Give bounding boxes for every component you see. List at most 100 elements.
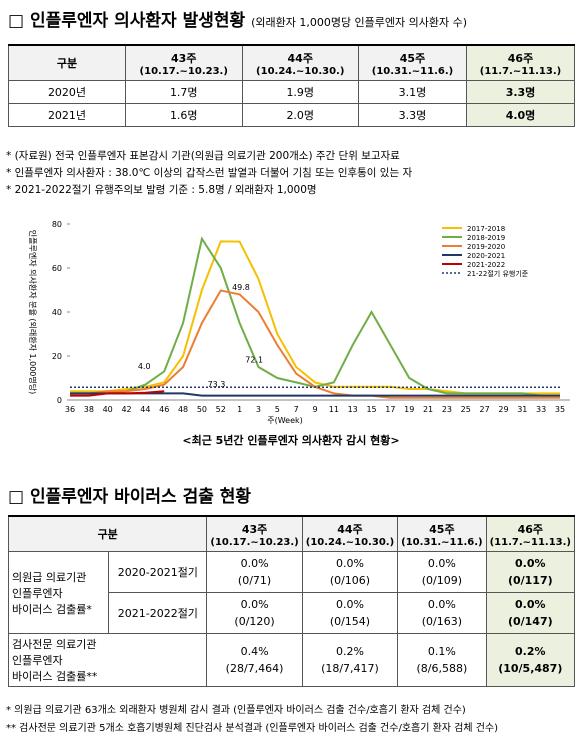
x-tick-label: 23 <box>442 405 452 414</box>
x-tick-label: 52 <box>216 405 226 414</box>
x-tick-label: 42 <box>121 405 131 414</box>
label-line: 검사전문 의료기관 <box>12 638 97 651</box>
rate: 0.0% <box>515 557 546 570</box>
count: (0/120) <box>234 615 275 628</box>
count: (18/7,417) <box>321 662 379 675</box>
count: (0/106) <box>329 574 371 587</box>
y-tick-label: 40 <box>52 308 62 317</box>
cell: 4.0명 <box>465 103 576 127</box>
header-cell: 구분 <box>7 515 208 552</box>
legend-label: 2021-2022 <box>467 261 505 269</box>
count: (0/147) <box>507 615 553 628</box>
season: 2021-2022절기 <box>108 592 208 634</box>
period: (10.31.~11.6.) <box>371 65 454 77</box>
count: (0/71) <box>237 574 272 587</box>
label-line: 인플루엔자 <box>12 654 63 667</box>
notes: * (자료원) 전국 인플루엔자 표본감시 기관(의원급 의료기관 200개소)… <box>6 148 412 199</box>
cell: 1.7명 <box>125 80 243 104</box>
header-cell: 46주 (11.7.~11.13.) <box>465 44 576 81</box>
table-header: 구분 43주 (10.17.~10.23.) 44주 (10.24.~10.30.) 45… <box>8 44 576 81</box>
x-tick-label: 44 <box>140 405 150 414</box>
rate: 0.4% <box>240 645 269 658</box>
header-cell: 44주 (10.24.~10.30.) <box>241 44 359 81</box>
rate: 0.2% <box>515 645 546 658</box>
rate: 0.0% <box>335 598 364 611</box>
note: * (자료원) 전국 인플루엔자 표본감시 기관(의원급 의료기관 200개소)… <box>6 150 400 162</box>
cell: 0.1% (8/6,588) <box>397 633 487 687</box>
x-tick-label: 38 <box>84 405 94 414</box>
count: (0/163) <box>421 615 463 628</box>
y-tick-label: 80 <box>52 220 62 229</box>
cell: 2020년 <box>8 80 126 104</box>
row: 2020년 1.7명 1.9명 3.1명 3.3명 <box>8 80 576 104</box>
rate: 0.1% <box>427 645 456 658</box>
period: (10.24.~10.30.) <box>256 65 345 77</box>
header-row: 구분 43주 (10.17.~10.23.) 44주 (10.24.~10.30.) 45… <box>8 44 576 81</box>
chart-caption: <최근 5년간 인플루엔자 의사환자 감시 현황> <box>182 434 400 447</box>
cell: 1.9명 <box>241 80 359 104</box>
notes: * 의원급 의료기관 63개소 외래환자 병원체 감시 결과 (인플루엔자 바이… <box>6 702 498 738</box>
week: 45주 <box>429 522 455 536</box>
series-line <box>70 390 165 397</box>
header-cell: 구분 <box>8 44 126 81</box>
cell: 3.1명 <box>358 80 467 104</box>
x-tick-label: 19 <box>404 405 414 414</box>
x-tick-label: 3 <box>256 405 261 414</box>
legend-label: 2019-2020 <box>467 243 505 251</box>
label-line: 의원급 의료기관 <box>12 570 87 584</box>
y-tick-label: 20 <box>52 352 62 361</box>
week: 43주 <box>241 522 268 536</box>
x-tick-label: 9 <box>312 405 317 414</box>
legend-label: 2020-2021 <box>467 252 505 260</box>
x-tick-label: 17 <box>385 405 395 414</box>
week: 44주 <box>287 51 313 65</box>
period: (10.17.~10.23.) <box>210 536 299 548</box>
note: ** 검사전문 의료기관 5개소 호흡기병원체 진단검사 분석결과 (인플루엔자… <box>6 723 499 734</box>
header-cell: 46주 (11.7.~11.13.) <box>485 515 576 552</box>
x-tick-label: 40 <box>103 405 113 414</box>
cell: 2021년 <box>8 103 126 127</box>
y-axis-label: 인플루엔자 의사환자 분율 (외래환자 1,000명당) <box>28 230 38 394</box>
legend-label: 21-22절기 유행기준 <box>467 269 529 278</box>
x-tick-label: 21 <box>423 405 433 414</box>
row: 의원급 의료기관 인플루엔자 바이러스 검출률* 2020-2021절기 0.0% (0/… <box>7 551 576 634</box>
week: 43주 <box>171 51 197 65</box>
x-tick-label: 13 <box>348 405 358 414</box>
rate: 0.0% <box>427 557 456 570</box>
x-tick-label: 36 <box>65 405 75 414</box>
cell: 0.0% (0/154) <box>301 592 399 634</box>
subtitle: (외래환자 1,000명당 인플루엔자 의사환자 수) <box>251 16 468 29</box>
week: 44주 <box>337 522 363 536</box>
x-tick-label: 29 <box>498 405 508 414</box>
rate: 0.0% <box>427 598 456 611</box>
cell: 1.6명 <box>125 103 243 127</box>
period: (10.24.~10.30.) <box>305 536 395 548</box>
annotation: 73.3 <box>208 380 226 389</box>
group-label: 의원급 의료기관 인플루엔자 바이러스 검출률* <box>7 551 110 634</box>
week: 46주 <box>507 51 534 65</box>
cell: 2.0명 <box>241 103 359 127</box>
annotation: 4.0 <box>138 362 151 371</box>
series-line <box>70 392 560 397</box>
season: 2020-2021절기 <box>108 551 208 593</box>
label-line: 바이러스 검출률* <box>12 602 92 616</box>
y-tick-label: 60 <box>52 264 62 273</box>
count: (10/5,487) <box>498 662 563 675</box>
cell: 0.4% (28/7,464) <box>206 633 303 687</box>
legend-label: 2018-2019 <box>467 234 505 242</box>
table-body: 2020년 1.7명 1.9명 3.1명 3.3명 2021년 1.6명 2.0명 3.3명 4.… <box>8 80 576 127</box>
cell: 0.0% (0/71) <box>206 551 303 593</box>
x-tick-label: 7 <box>294 405 299 414</box>
table-header: 구분 43주 (10.17.~10.23.) 44주 (10.24.~10.30.) 45… <box>7 515 576 552</box>
cell: 0.2% (18/7,417) <box>301 633 399 687</box>
header-cell: 45주 (10.31.~11.6.) <box>358 44 467 81</box>
count: (0/109) <box>421 574 463 587</box>
legend-label: 2017-2018 <box>467 225 505 233</box>
annotation: 49.8 <box>232 283 250 292</box>
cell: 3.3명 <box>358 103 467 127</box>
rate: 0.0% <box>240 557 269 570</box>
x-tick-label: 48 <box>178 405 188 414</box>
x-axis-label: 주(Week) <box>267 416 303 425</box>
x-tick-label: 25 <box>461 405 471 414</box>
